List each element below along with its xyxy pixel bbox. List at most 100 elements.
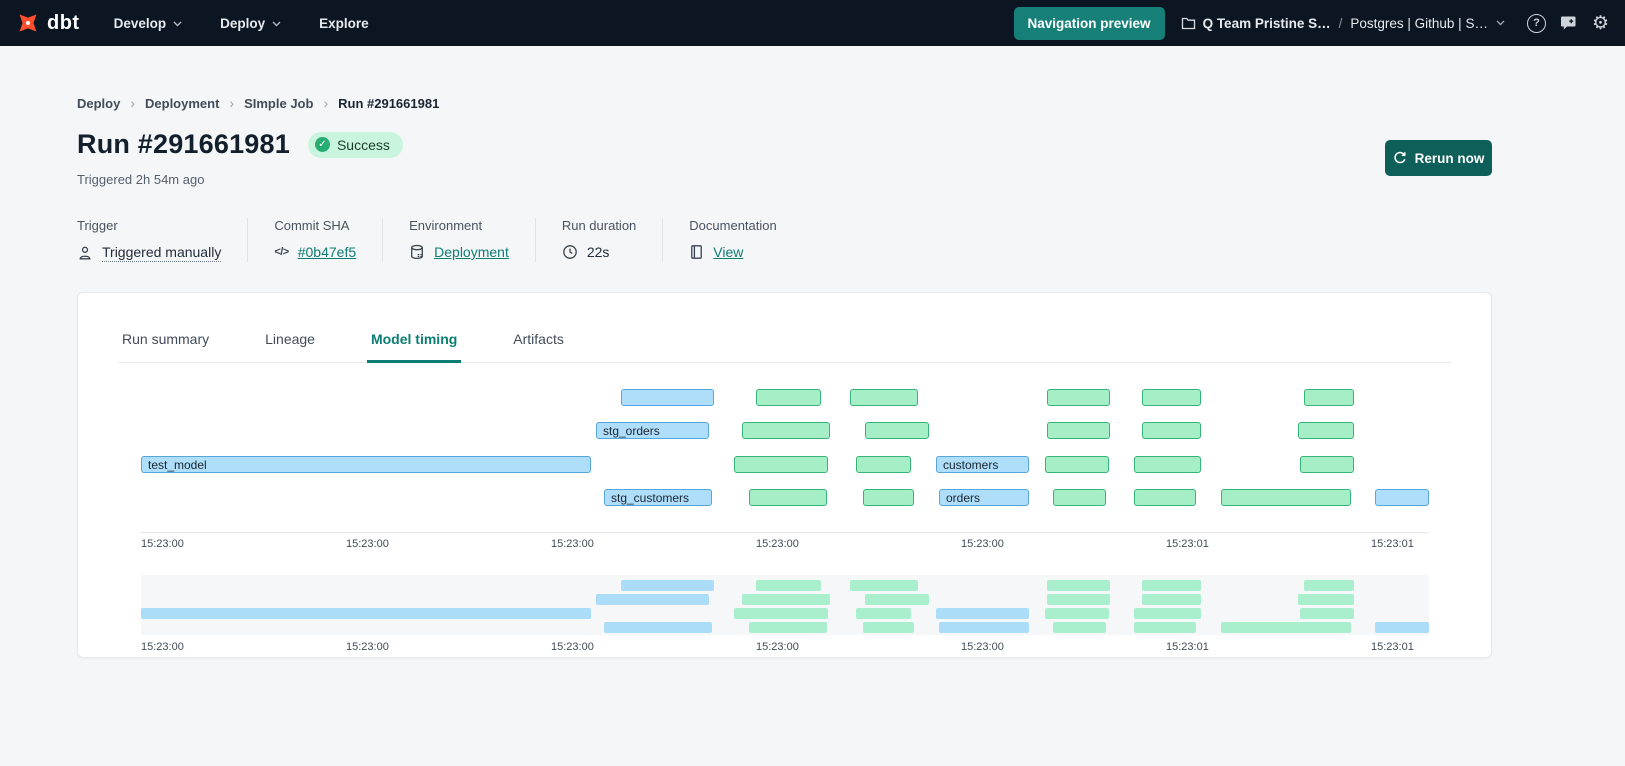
gantt-bar-green[interactable] [1047, 422, 1110, 439]
nav-menu-develop[interactable]: Develop [114, 16, 183, 31]
doc-icon [689, 244, 704, 260]
database-icon [409, 244, 425, 260]
gantt-bar-green[interactable] [1142, 422, 1201, 439]
axis-tick-label: 15:23:01 [1371, 641, 1414, 653]
gantt-bar-green[interactable] [1221, 489, 1351, 506]
axis-tick-label: 15:23:00 [756, 641, 799, 653]
gantt-bar-green[interactable] [1134, 456, 1201, 473]
tab-model-timing[interactable]: Model timing [366, 331, 462, 363]
minimap-bar-green [734, 608, 828, 619]
meta-label: Commit SHA [274, 218, 350, 233]
gantt-bar-green[interactable] [1053, 489, 1106, 506]
gantt-bar-stg-customers[interactable]: stg_customers [604, 489, 712, 506]
breadcrumb-item-deployment[interactable]: Deployment [145, 95, 220, 111]
gantt-bar-green[interactable] [1142, 389, 1201, 406]
minimap-bar-green [1221, 622, 1351, 633]
chevron-down-icon [1496, 20, 1505, 26]
meta-environment: Environment Deployment [382, 218, 535, 262]
breadcrumb-item-run-291661981: Run #291661981 [338, 95, 440, 111]
help-icon[interactable]: ? [1526, 13, 1546, 33]
gantt-bar-orders[interactable]: orders [939, 489, 1029, 506]
meta-trigger: Trigger Triggered manually [77, 218, 247, 262]
feedback-icon[interactable] [1560, 15, 1578, 31]
gantt-bar-green[interactable] [1300, 456, 1354, 473]
tab-bar: Run summary Lineage Model timing Artifacts [118, 331, 1451, 363]
project-name[interactable]: Q Team Pristine S… [1181, 16, 1331, 31]
meta-value-run-duration: 22s [586, 244, 610, 260]
project-environment-switcher[interactable]: Q Team Pristine S… / Postgres | Github |… [1181, 16, 1505, 31]
meta-label: Trigger [77, 218, 118, 233]
gantt-bar-blue[interactable] [621, 389, 714, 406]
meta-value-environment[interactable]: Deployment [434, 244, 509, 260]
gantt-bar-green[interactable] [756, 389, 821, 406]
meta-label: Run duration [561, 218, 637, 233]
minimap-bar-green [756, 580, 821, 591]
tab-run-summary[interactable]: Run summary [122, 331, 210, 347]
gantt-bar-green[interactable] [742, 422, 830, 439]
meta-commit-sha: Commit SHA </> #0b47ef5 [247, 218, 382, 262]
minimap-bar-green [1053, 622, 1106, 633]
gantt-bar-blue[interactable] [1375, 489, 1429, 506]
gantt-bar-customers[interactable]: customers [936, 456, 1029, 473]
status-badge: ✓ Success [307, 131, 403, 158]
run-detail-card: Run summary Lineage Model timing Artifacts … [77, 292, 1492, 658]
tab-lineage[interactable]: Lineage [265, 331, 315, 347]
gantt-bar-green[interactable] [863, 489, 914, 506]
minimap-bar-green [1047, 580, 1110, 591]
minimap-bar-green [1134, 608, 1201, 619]
minimap-bar-green [1298, 594, 1354, 605]
dbt-logo[interactable]: dbt [16, 11, 80, 35]
gantt-bar-green[interactable] [850, 389, 918, 406]
gantt-bar-green[interactable] [1047, 389, 1110, 406]
gantt-bar-green[interactable] [749, 489, 827, 506]
model-timing-chart: stg_orders test_model customers stg_custome… [141, 381, 1429, 657]
axis-tick-label: 15:23:00 [961, 538, 1004, 550]
breadcrumb-item-simple-job[interactable]: SImple Job [244, 95, 314, 111]
gear-icon[interactable]: ⚙ [1591, 12, 1609, 34]
status-badge-label: Success [336, 136, 390, 153]
breadcrumb-item-deploy[interactable]: Deploy [77, 95, 121, 111]
gantt-bar-stg-orders[interactable]: stg_orders [596, 422, 709, 439]
navigation-preview-button[interactable]: Navigation preview [1013, 6, 1165, 40]
gantt-bar-green[interactable] [865, 422, 929, 439]
top-navigation: dbt Develop Deploy Explore Navigation prev… [0, 0, 1625, 46]
breadcrumb-separator: › [130, 95, 136, 111]
meta-documentation: Documentation View [662, 218, 802, 262]
axis-tick-label: 15:23:00 [346, 641, 389, 653]
meta-label: Environment [409, 218, 483, 233]
gantt-bar-test-model[interactable]: test_model [141, 456, 591, 473]
time-axis-line [141, 532, 1429, 533]
nav-menu-deploy[interactable]: Deploy [220, 16, 281, 31]
axis-tick-label: 15:23:00 [141, 538, 184, 550]
person-icon [77, 245, 93, 261]
meta-label: Documentation [689, 218, 777, 233]
nav-menu-explore[interactable]: Explore [319, 15, 369, 31]
gantt-bar-green[interactable] [1134, 489, 1196, 506]
axis-tick-label: 15:23:01 [1166, 641, 1209, 653]
minimap-bar-stg-customers [604, 622, 712, 633]
gantt-bar-green[interactable] [734, 456, 828, 473]
environment-name[interactable]: Postgres | Github | S… [1350, 15, 1488, 31]
meta-value-commit-sha[interactable]: #0b47ef5 [297, 244, 357, 260]
gantt-bar-green[interactable] [1045, 456, 1109, 473]
minimap-bar-green [865, 594, 929, 605]
code-icon: </> [274, 246, 289, 258]
brand-name: dbt [47, 11, 80, 34]
minimap-bar-orders [939, 622, 1029, 633]
triggered-timestamp: Triggered 2h 54m ago [77, 172, 205, 187]
success-check-icon: ✓ [314, 137, 330, 152]
minimap-bar-blue [621, 580, 714, 591]
meta-value-documentation[interactable]: View [713, 244, 744, 260]
gantt-bar-green[interactable] [856, 456, 911, 473]
minimap-bar-green [863, 622, 914, 633]
gantt-bar-green[interactable] [1304, 389, 1354, 406]
minimap-bar-green [1142, 594, 1201, 605]
page-title: Run #291661981 [77, 129, 290, 159]
breadcrumb: Deploy › Deployment › SImple Job › Run #291661… [77, 95, 439, 111]
gantt-bar-green[interactable] [1298, 422, 1354, 439]
path-separator: / [1338, 15, 1343, 31]
rerun-now-button[interactable]: Rerun now [1385, 140, 1492, 176]
minimap-bar-green [1300, 608, 1354, 619]
axis-tick-label: 15:23:00 [551, 641, 594, 653]
tab-artifacts[interactable]: Artifacts [513, 331, 564, 347]
